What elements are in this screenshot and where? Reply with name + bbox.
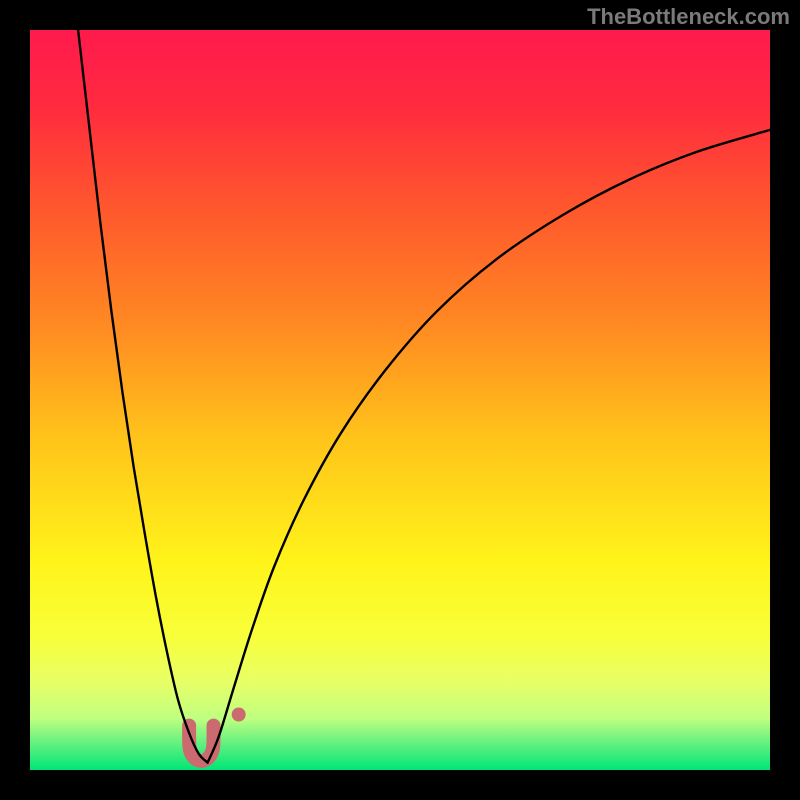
bottleneck-curve-chart <box>0 0 800 800</box>
chart-wrapper: TheBottleneck.com <box>0 0 800 800</box>
marker-dot <box>232 708 246 722</box>
plot-gradient-background <box>30 30 770 770</box>
